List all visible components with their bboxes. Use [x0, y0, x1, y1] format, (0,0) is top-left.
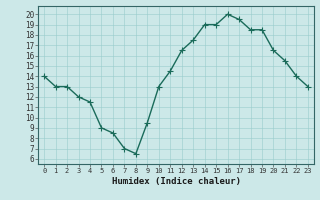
X-axis label: Humidex (Indice chaleur): Humidex (Indice chaleur) — [111, 177, 241, 186]
